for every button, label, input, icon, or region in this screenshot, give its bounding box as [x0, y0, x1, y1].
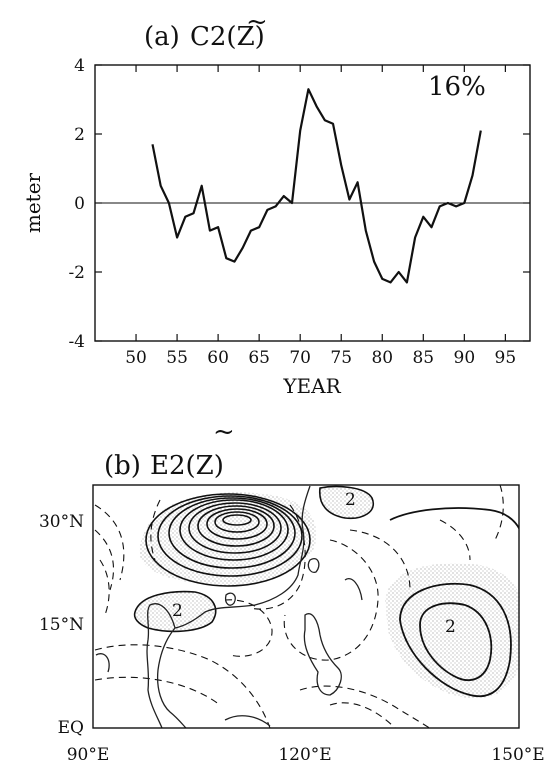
panel-a-xtick-label-55: 55	[166, 348, 188, 368]
panel-b-xtick-150e: 150°E	[491, 745, 544, 765]
panel-b-title-main: E2(Z)	[150, 451, 224, 481]
panel-b-ytick-eq: EQ	[58, 718, 84, 738]
contour-label-east: 2	[445, 617, 456, 637]
panel-a-xtick-label-90: 90	[454, 348, 476, 368]
negative-dashed-contours	[94, 485, 504, 728]
panel-a-ytick-label-0: 0	[74, 194, 85, 214]
panel-a-ytick-label--4: -4	[68, 332, 85, 352]
panel-a-ytick-label--2: -2	[68, 263, 85, 283]
panel-b-ytick-15n: 15°N	[39, 615, 84, 635]
panel-b-frame	[92, 484, 520, 729]
south-solid-contours	[133, 485, 375, 633]
panel-a-xtick-label-70: 70	[289, 348, 311, 368]
panel-a-ytick-label-4: 4	[74, 56, 85, 76]
panel-a-xtick-label-50: 50	[125, 348, 147, 368]
panel-b-title-tilde: ~	[213, 417, 235, 447]
panel-a-line-chart: (a) C2(Z) ~ 50 55 60 65 70 75 80 85 90 95420-2-4 …	[21, 7, 531, 398]
north-solid-contours	[145, 493, 311, 587]
panel-a-xtick-label-75: 75	[330, 348, 352, 368]
panel-b-title-prefix: (b)	[104, 451, 141, 481]
south-shaded-region	[134, 591, 216, 632]
panel-a-xtick-label-85: 85	[412, 348, 434, 368]
contour-label-south: 2	[172, 601, 183, 621]
panel-a-xtick-label-95: 95	[495, 348, 517, 368]
panel-a-title-tilde: ~	[246, 7, 268, 37]
panel-a-ticks: 50 55 60 65 70 75 80 85 90 95 4 2 0 -2 -4	[68, 56, 530, 368]
panel-a-xtick-label-60: 60	[207, 348, 229, 368]
panel-a-xtick-label-65: 65	[248, 348, 270, 368]
contour-label-northeast: 2	[345, 490, 356, 510]
panel-a-title-main: C2(Z)	[190, 22, 265, 52]
east-solid-contours	[389, 507, 519, 698]
coastlines	[95, 485, 363, 728]
panel-a-xtick-label-80: 80	[371, 348, 393, 368]
panel-a-ytick-label-2: 2	[74, 125, 85, 145]
panel-a-series-line	[151, 88, 482, 284]
northeast-shaded-region	[319, 486, 374, 519]
panel-b-contour-map: (b) E2(Z) ~	[39, 417, 545, 765]
east-shaded-region	[385, 563, 519, 699]
panel-b-xtick-90e: 90°E	[67, 745, 110, 765]
panel-b-xtick-120e: 120°E	[278, 745, 331, 765]
panel-a-y-label: meter	[21, 172, 45, 233]
panel-a-x-label: YEAR	[282, 374, 341, 398]
panel-a-title-prefix: (a)	[144, 22, 180, 52]
north-shaded-region	[139, 492, 317, 586]
panel-b-ytick-30n: 30°N	[39, 512, 84, 532]
panel-a-annotation: 16%	[428, 72, 486, 102]
